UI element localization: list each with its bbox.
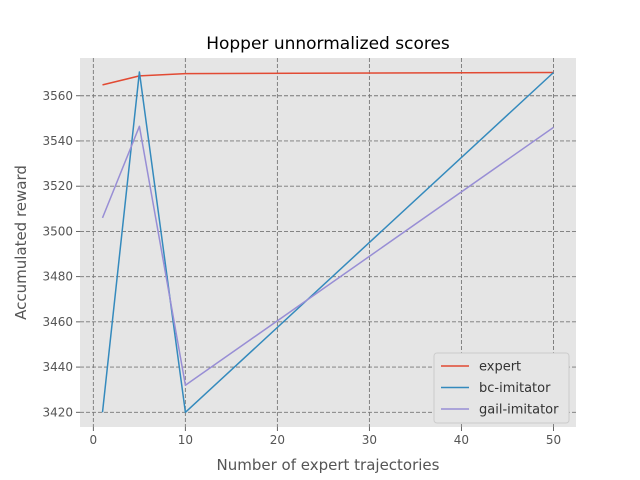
y-tick-label: 3500 [42, 224, 73, 238]
x-axis-label: Number of expert trajectories [217, 456, 440, 474]
x-tick-label: 10 [178, 433, 193, 447]
x-axis-ticks: 0 10 20 30 40 50 [90, 427, 561, 447]
x-tick-label: 40 [454, 433, 469, 447]
series-line-expert [102, 71, 554, 86]
chart-title: Hopper unnormalized scores [206, 34, 450, 54]
x-tick-label: 20 [270, 433, 285, 447]
series-lines [101, 71, 555, 414]
x-tick-label: 30 [362, 433, 377, 447]
y-tick-label: 3460 [42, 315, 73, 329]
legend-label-gail-imitator: gail-imitator [479, 403, 559, 418]
y-tick-label: 3420 [42, 405, 73, 419]
y-tick-label: 3440 [42, 360, 73, 374]
legend-label-bc-imitator: bc-imitator [479, 381, 551, 396]
y-axis-label: Accumulated reward [12, 165, 30, 320]
x-tick-label: 0 [90, 433, 98, 447]
legend: expert bc-imitator gail-imitator [433, 352, 570, 424]
series-line-bc-imitator [101, 71, 555, 414]
y-axis-ticks: 3420 3440 3460 3480 3500 3520 3540 3560 [42, 89, 80, 419]
y-tick-label: 3560 [42, 89, 73, 103]
x-tick-label: 50 [546, 433, 561, 447]
legend-label-expert: expert [479, 360, 521, 375]
y-tick-label: 3520 [42, 179, 73, 193]
y-tick-label: 3540 [42, 134, 73, 148]
y-tick-label: 3480 [42, 270, 73, 284]
series-line-gail-imitator [101, 125, 554, 386]
legend-box [433, 352, 570, 424]
